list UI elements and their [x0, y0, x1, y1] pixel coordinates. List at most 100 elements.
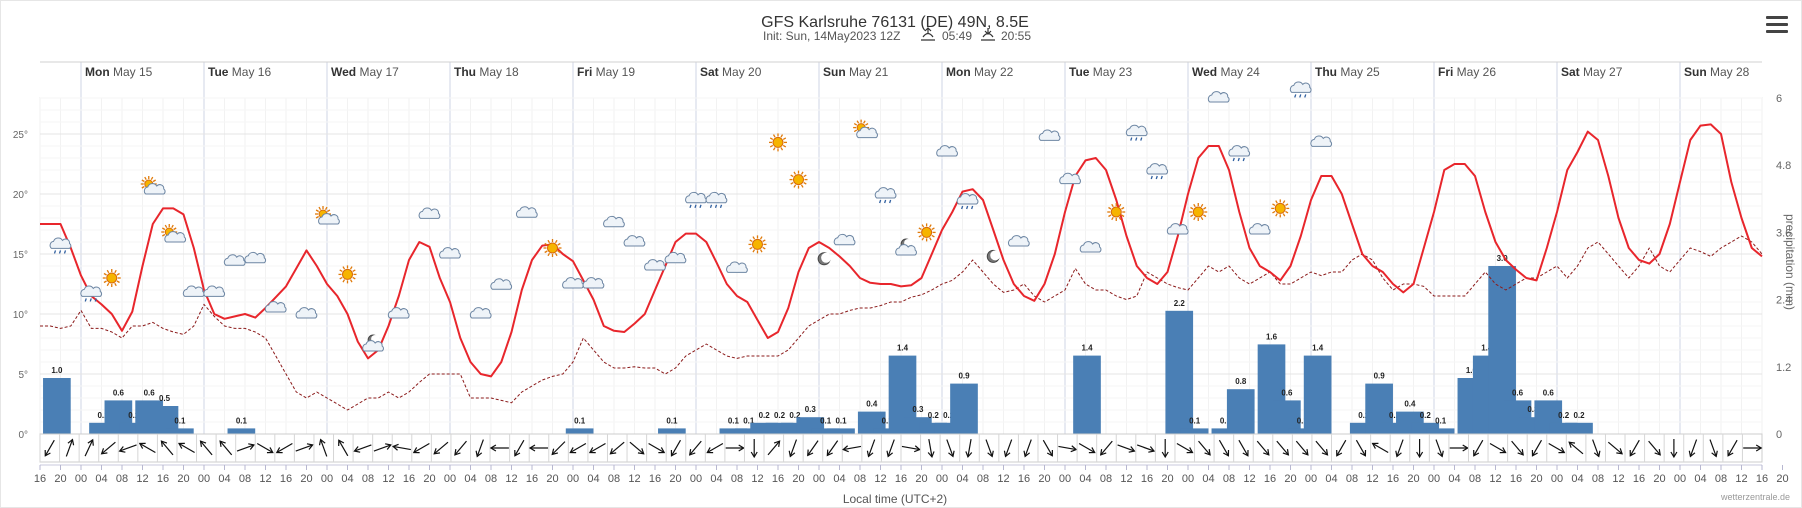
precip-bar	[227, 428, 256, 434]
hour-label: 04	[1571, 473, 1583, 485]
precip-bar	[811, 428, 840, 434]
precip-bar-label: 0.2	[1573, 411, 1585, 420]
hour-label: 00	[1305, 473, 1317, 485]
precip-bar-label: 0.2	[97, 411, 109, 420]
precip-bar	[750, 422, 778, 434]
precip-bar-label: 0.2	[1389, 411, 1401, 420]
precip-bar-label: 0.1	[743, 416, 755, 425]
precip-bar	[1426, 428, 1455, 434]
wind-arrow-icon	[275, 442, 293, 454]
wind-arrow-icon	[688, 440, 702, 456]
precip-bar-label: 0.3	[1527, 405, 1539, 414]
cloud-icon	[1166, 223, 1189, 235]
hour-label: 12	[628, 473, 640, 485]
hour-label: 20	[1653, 473, 1665, 485]
light-rain-icon	[1146, 163, 1169, 180]
precip-bar-label: 0.1	[835, 416, 847, 425]
hour-label: 16	[526, 473, 538, 485]
hour-label: 04	[1079, 473, 1091, 485]
wind-arrow-icon	[353, 444, 372, 453]
wind-arrow-icon	[1295, 440, 1309, 456]
cloud-icon	[469, 307, 492, 319]
hour-label: 04	[956, 473, 968, 485]
day-label: Thu May 25	[1315, 65, 1380, 79]
wind-arrow-icon	[588, 442, 606, 454]
precip-bar-label: 0.2	[943, 411, 955, 420]
wind-arrow-icon	[177, 442, 195, 454]
wind-arrow-icon	[1161, 439, 1169, 459]
hour-label: 04	[1202, 473, 1214, 485]
init-text: Init: Sun, 14May2023 12Z	[763, 29, 900, 43]
sun-icon	[338, 265, 357, 284]
precip-bar-label: 0.9	[1374, 372, 1386, 381]
wind-arrow-icon	[100, 441, 116, 455]
hamburger-menu-icon[interactable]	[1766, 16, 1788, 34]
hour-label: 08	[608, 473, 620, 485]
hour-label: 20	[1530, 473, 1542, 485]
hour-label: 08	[485, 473, 497, 485]
hour-label: 08	[116, 473, 128, 485]
wind-arrow-icon	[1276, 440, 1290, 456]
precip-bar	[781, 422, 809, 434]
wind-arrow-icon	[1371, 442, 1389, 454]
precip-bar	[1349, 422, 1378, 434]
wind-arrow-icon	[236, 443, 256, 452]
precip-bar-label: 0.8	[1235, 377, 1247, 386]
hour-label: 20	[177, 473, 189, 485]
hour-label: 00	[1674, 473, 1686, 485]
precip-bar	[873, 428, 901, 434]
hour-label: 08	[731, 473, 743, 485]
light-rain-icon	[705, 191, 728, 209]
wind-arrow-icon	[767, 440, 781, 456]
precip-bar	[166, 428, 194, 434]
wind-arrow-icon	[1743, 444, 1763, 452]
precip-bar-label: 0.2	[759, 411, 771, 420]
precip-bar-label: 0.6	[1512, 388, 1524, 397]
wind-arrow-icon	[391, 443, 411, 451]
hour-label: 20	[1776, 473, 1788, 485]
precip-bar-label: 0.1	[174, 416, 186, 425]
y-right-tick: 0	[1776, 429, 1782, 441]
wind-arrow-icon	[84, 438, 94, 457]
hour-label: 00	[567, 473, 579, 485]
precip-bar-label: 0.1	[574, 416, 586, 425]
wind-arrow-icon	[1136, 444, 1156, 453]
hour-label: 12	[751, 473, 763, 485]
sun-icon	[1189, 203, 1208, 221]
day-label: Wed May 17	[331, 65, 399, 79]
wind-arrow-icon	[475, 439, 484, 458]
wind-arrow-icon	[826, 440, 839, 457]
hour-label: 12	[1489, 473, 1501, 485]
y-right-tick: 6	[1776, 93, 1782, 105]
y-right-tick: 1.2	[1776, 362, 1791, 374]
wind-arrow-icon	[65, 438, 75, 457]
hour-label: 16	[1018, 473, 1030, 485]
hour-label: 20	[792, 473, 804, 485]
hour-label: 04	[587, 473, 599, 485]
wind-arrow-icon	[338, 439, 349, 457]
wind-arrow-icon	[454, 440, 467, 456]
hour-label: 20	[54, 473, 66, 485]
wind-arrow-icon	[1568, 441, 1584, 455]
hour-label: 08	[1223, 473, 1235, 485]
sun-icon	[543, 239, 562, 257]
day-label: Mon May 22	[946, 65, 1014, 79]
wind-arrow-icon	[1198, 440, 1211, 456]
hour-label: 08	[1346, 473, 1358, 485]
precip-bar	[919, 422, 948, 434]
wind-arrow-icon	[1688, 439, 1698, 458]
sunset-icon	[981, 28, 995, 41]
precip-bar	[1073, 355, 1101, 434]
dewpoint-line	[40, 235, 1763, 411]
hour-label: 00	[198, 473, 210, 485]
hour-label: 20	[546, 473, 558, 485]
precip-bar-label: 0.2	[1420, 411, 1432, 420]
precip-bar-label: 0.6	[1281, 388, 1293, 397]
wind-arrow-icon	[44, 439, 55, 457]
hour-label: 16	[1756, 473, 1768, 485]
wind-arrow-icon	[842, 445, 862, 453]
cloud-icon	[387, 307, 410, 319]
y-right-tick: 4.8	[1776, 160, 1791, 172]
precip-bar-label: 1.4	[1481, 344, 1493, 353]
